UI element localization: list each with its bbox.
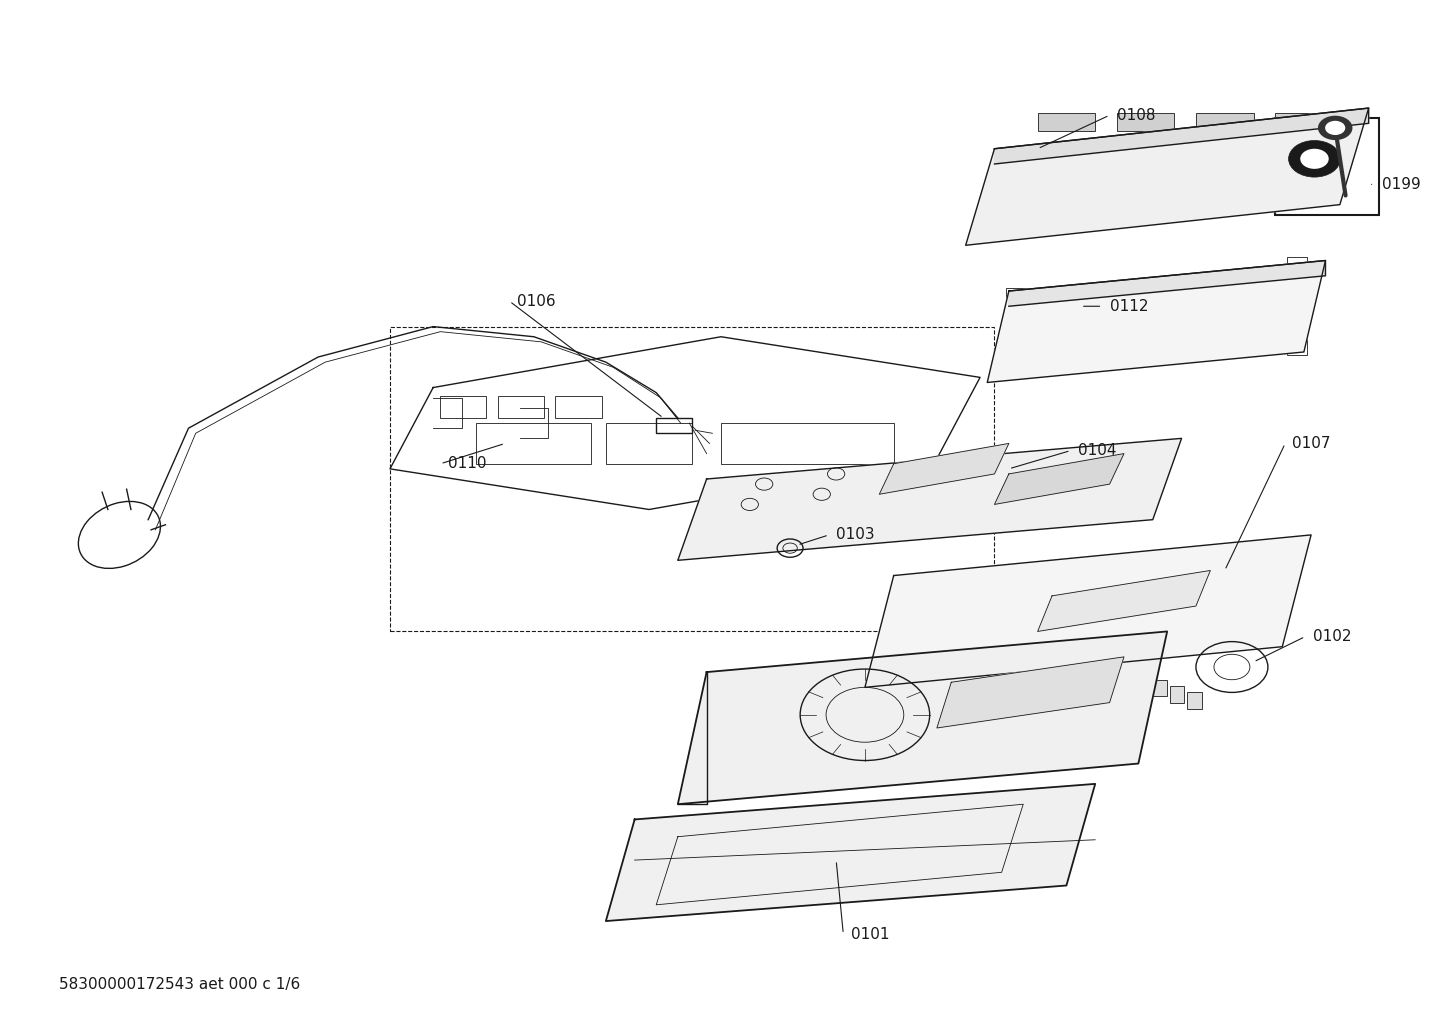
Bar — [1236, 616, 1253, 635]
Circle shape — [1318, 116, 1353, 140]
Polygon shape — [966, 108, 1368, 246]
Bar — [1282, 131, 1332, 157]
Bar — [555, 395, 601, 418]
Bar — [440, 395, 486, 418]
Polygon shape — [678, 438, 1181, 560]
Polygon shape — [678, 632, 1167, 804]
Bar — [1257, 625, 1275, 643]
Bar — [1217, 140, 1268, 165]
Polygon shape — [1009, 261, 1325, 307]
Text: 58300000172543 aet 000 c 1/6: 58300000172543 aet 000 c 1/6 — [59, 977, 300, 993]
Bar — [1024, 164, 1074, 190]
Bar — [1116, 113, 1174, 131]
Bar — [606, 423, 692, 464]
Bar — [1038, 113, 1094, 131]
Bar — [656, 418, 692, 433]
Bar — [476, 423, 591, 464]
Bar — [1007, 288, 1027, 305]
Bar — [1275, 118, 1379, 215]
Bar — [497, 395, 544, 418]
Bar — [1195, 113, 1253, 131]
Bar — [1135, 675, 1149, 691]
Text: 0108: 0108 — [1116, 108, 1155, 122]
Polygon shape — [865, 535, 1311, 688]
Circle shape — [1301, 149, 1328, 169]
Bar — [1038, 341, 1109, 367]
Bar — [1152, 681, 1167, 696]
Bar — [721, 423, 894, 464]
Bar — [1089, 156, 1138, 181]
Bar — [389, 326, 995, 632]
Bar — [1210, 322, 1282, 346]
Bar — [1169, 687, 1184, 702]
Text: 0106: 0106 — [516, 293, 555, 309]
Text: 0103: 0103 — [836, 528, 875, 542]
Bar — [1193, 600, 1210, 619]
Ellipse shape — [78, 501, 160, 569]
Text: 0107: 0107 — [1292, 436, 1331, 451]
Polygon shape — [937, 657, 1123, 728]
Polygon shape — [995, 453, 1123, 504]
Bar — [1286, 338, 1306, 355]
Text: 0112: 0112 — [1109, 299, 1148, 314]
Polygon shape — [988, 261, 1325, 382]
Bar — [1214, 608, 1231, 627]
Circle shape — [1325, 121, 1345, 136]
Bar — [1123, 331, 1195, 357]
Bar — [1275, 113, 1332, 131]
Polygon shape — [606, 784, 1094, 921]
Text: 0101: 0101 — [851, 927, 890, 942]
Text: 0199: 0199 — [1381, 177, 1420, 192]
Text: 0104: 0104 — [1079, 443, 1116, 459]
Polygon shape — [995, 108, 1368, 164]
Text: 0110: 0110 — [447, 457, 486, 471]
Polygon shape — [880, 443, 1009, 494]
Bar — [1152, 148, 1203, 173]
Bar — [1286, 258, 1306, 274]
Circle shape — [1289, 141, 1341, 177]
Polygon shape — [1038, 571, 1210, 632]
Text: 0102: 0102 — [1312, 629, 1351, 644]
Bar — [1187, 693, 1201, 708]
